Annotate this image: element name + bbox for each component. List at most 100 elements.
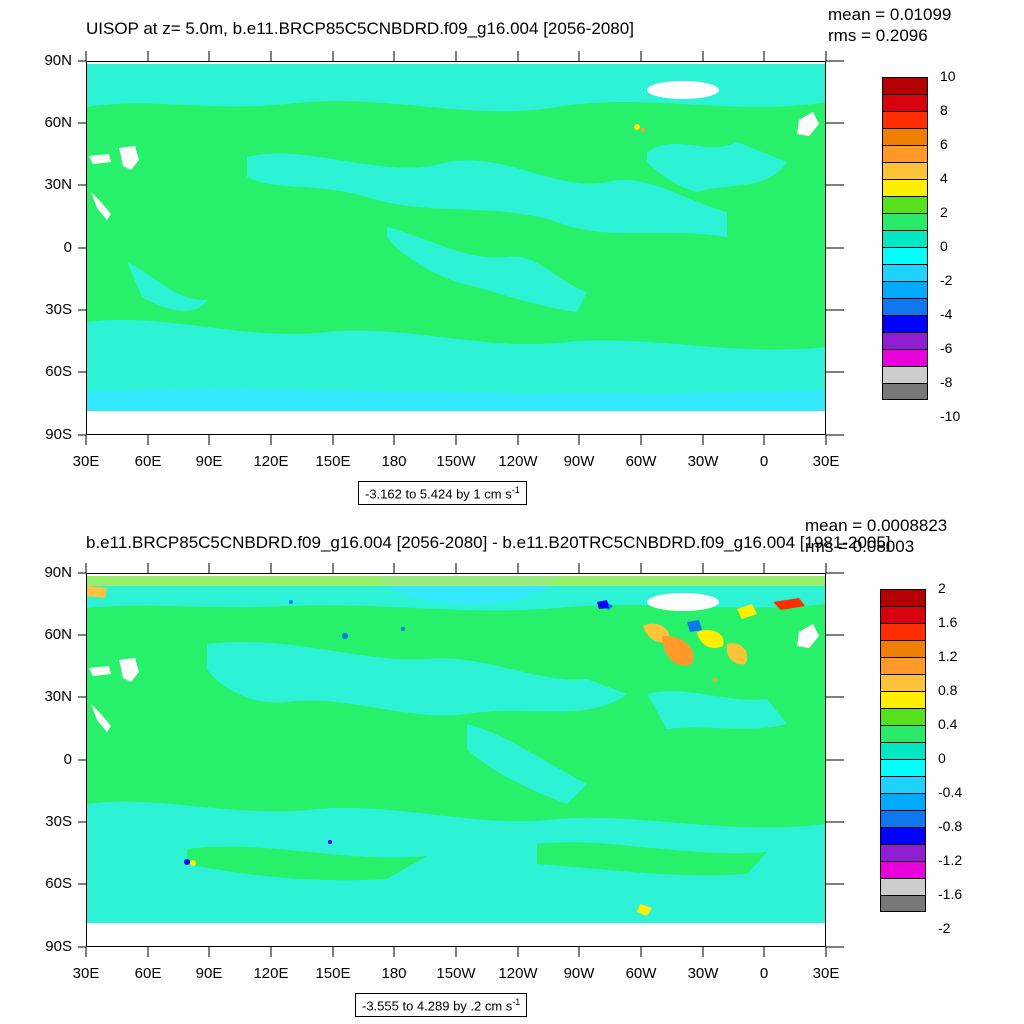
panel-2-colorbar-label: 0 [938, 750, 946, 766]
panel-2-lat-30n: 30N [44, 688, 72, 705]
colorbar-swatch [882, 315, 928, 332]
colorbar-swatch [880, 691, 926, 708]
panel-2-rms: rms = 0.08003 [805, 537, 915, 556]
colorbar-swatch [880, 708, 926, 725]
colorbar-swatch [882, 111, 928, 128]
panel-2-range-box: -3.555 to 4.289 by .2 cm s-1 [355, 993, 528, 1018]
panel-1-lat-60s: 60S [45, 363, 72, 380]
colorbar-swatch [880, 674, 926, 691]
panel-1-lon-label: 150W [436, 453, 476, 470]
colorbar-swatch [880, 640, 926, 657]
panel-2-lat-60n: 60N [44, 626, 72, 643]
colorbar-swatch [882, 298, 928, 315]
colorbar-swatch [882, 196, 928, 213]
panel-2-lat-60s: 60S [45, 875, 72, 892]
colorbar-swatch [882, 145, 928, 162]
panel-1-colorbar-label: -2 [940, 272, 953, 288]
colorbar-swatch [882, 230, 928, 247]
panel-2-colorbar-label: -1.2 [938, 852, 963, 868]
panel-1-lon-label: 180 [381, 453, 407, 470]
panel-2-lon-label: 30W [687, 965, 719, 982]
panel-1-colorbar-label: 8 [940, 102, 948, 118]
panel-2-lon-label: 60W [625, 965, 657, 982]
colorbar-swatch [880, 725, 926, 742]
colorbar-swatch [880, 793, 926, 810]
panel-1-range-text: -3.162 to 5.424 by 1 cm s [365, 486, 512, 502]
panel-1-map: 90N 60N 30N 0 30S 60S 90S 30E 60E 90E 12… [44, 51, 844, 470]
colorbar-swatch [880, 742, 926, 759]
colorbar-swatch [882, 383, 928, 400]
panel-1-lat-60n: 60N [44, 114, 72, 131]
panel-1-lon-label: 30E [72, 453, 100, 470]
panel-1-colorbar-label: -6 [940, 340, 953, 356]
panel-1-field [87, 62, 825, 434]
panel-1-rms: rms = 0.2096 [828, 26, 928, 45]
panel-1-range-sup: -1 [511, 485, 520, 495]
panel-2-colorbar-label: -0.4 [938, 784, 963, 800]
colorbar-swatch [880, 589, 926, 606]
panel-2-lat-90n: 90N [44, 564, 72, 581]
panel-2-axes [78, 563, 844, 957]
colorbar-swatch [882, 366, 928, 383]
panel-2-lat-0: 0 [63, 751, 72, 768]
panel-2-colorbar-label: -1.6 [938, 886, 963, 902]
panel-2-colorbar-label: -0.8 [938, 818, 963, 834]
panel-2-lon-label: 120W [498, 965, 538, 982]
colorbar-swatch [880, 844, 926, 861]
panel-2-colorbar-label: 0.4 [938, 716, 958, 732]
panel-2-map-frame [86, 573, 826, 947]
panel-1-colorbar-label: 2 [940, 204, 948, 220]
colorbar-swatch [882, 179, 928, 196]
panel-2-title: b.e11.BRCP85C5CNBDRD.f09_g16.004 [2056-2… [86, 533, 891, 552]
panel-1-lat-90n: 90N [44, 52, 72, 69]
panel-1-lon-label: 150E [315, 453, 351, 470]
colorbar-swatch [882, 281, 928, 298]
panel-2-lon-label: 150E [315, 965, 351, 982]
panel-1-lon-label: 0 [759, 453, 769, 470]
panel-2-lon-label: 90E [195, 965, 223, 982]
colorbar-swatch [882, 247, 928, 264]
panel-1-colorbar-label: 6 [940, 136, 948, 152]
colorbar-swatch [880, 827, 926, 844]
panel-1-range-box: -3.162 to 5.424 by 1 cm s-1 [358, 481, 527, 506]
panel-2-mean: mean = 0.0008823 [805, 516, 948, 535]
colorbar-swatch [882, 128, 928, 145]
panel-2-range-sup: -1 [512, 997, 521, 1007]
panel-1-lon-label: 90E [195, 453, 223, 470]
panel-2-lon-label: 30E [72, 965, 100, 982]
colorbar-swatch [882, 349, 928, 366]
panel-2-colorbar-label: 1.2 [938, 648, 958, 664]
panel-1-lon-label: 120E [253, 453, 289, 470]
panel-1-axes [78, 51, 844, 445]
panel-1-lon-label: 90W [563, 453, 595, 470]
colorbar-swatch [880, 776, 926, 793]
panel-1-colorbar-label: -4 [940, 306, 953, 322]
colorbar-swatch [880, 623, 926, 640]
colorbar-swatch [882, 162, 928, 179]
panel-2-lon-label: 120E [253, 965, 289, 982]
panel-1-lat-0: 0 [63, 239, 72, 256]
panel-2-map: 90N 60N 30N 0 30S 60S 90S 30E 60E 90E 12… [44, 563, 844, 982]
panel-2-colorbar-label: -2 [938, 920, 951, 936]
colorbar-swatch [882, 94, 928, 111]
panel-2-colorbar-label: 0.8 [938, 682, 958, 698]
colorbar-swatch [882, 332, 928, 349]
panel-1-colorbar-label: 0 [940, 238, 948, 254]
panel-1-lon-label: 30E [812, 453, 840, 470]
colorbar-swatch [880, 759, 926, 776]
panel-1-colorbar-label: -10 [940, 408, 961, 424]
panel-1-colorbar-label: 10 [940, 68, 956, 84]
panel-2-lat-90s: 90S [45, 938, 72, 955]
panel-1-map-frame [86, 61, 826, 435]
panel-1-colorbar-label: 4 [940, 170, 948, 186]
colorbar-swatch [880, 810, 926, 827]
colorbar-swatch [882, 264, 928, 281]
panel-2-lon-label: 150W [436, 965, 476, 982]
panel-2-lat-30s: 30S [45, 813, 72, 830]
panel-2-lon-label: 90W [563, 965, 595, 982]
panel-1-lat-90s: 90S [45, 426, 72, 443]
panel-2-colorbar-label: 2 [938, 580, 946, 596]
colorbar-swatch [882, 213, 928, 230]
panel-1-colorbar-label: -8 [940, 374, 953, 390]
panel-1-lon-label: 120W [498, 453, 538, 470]
